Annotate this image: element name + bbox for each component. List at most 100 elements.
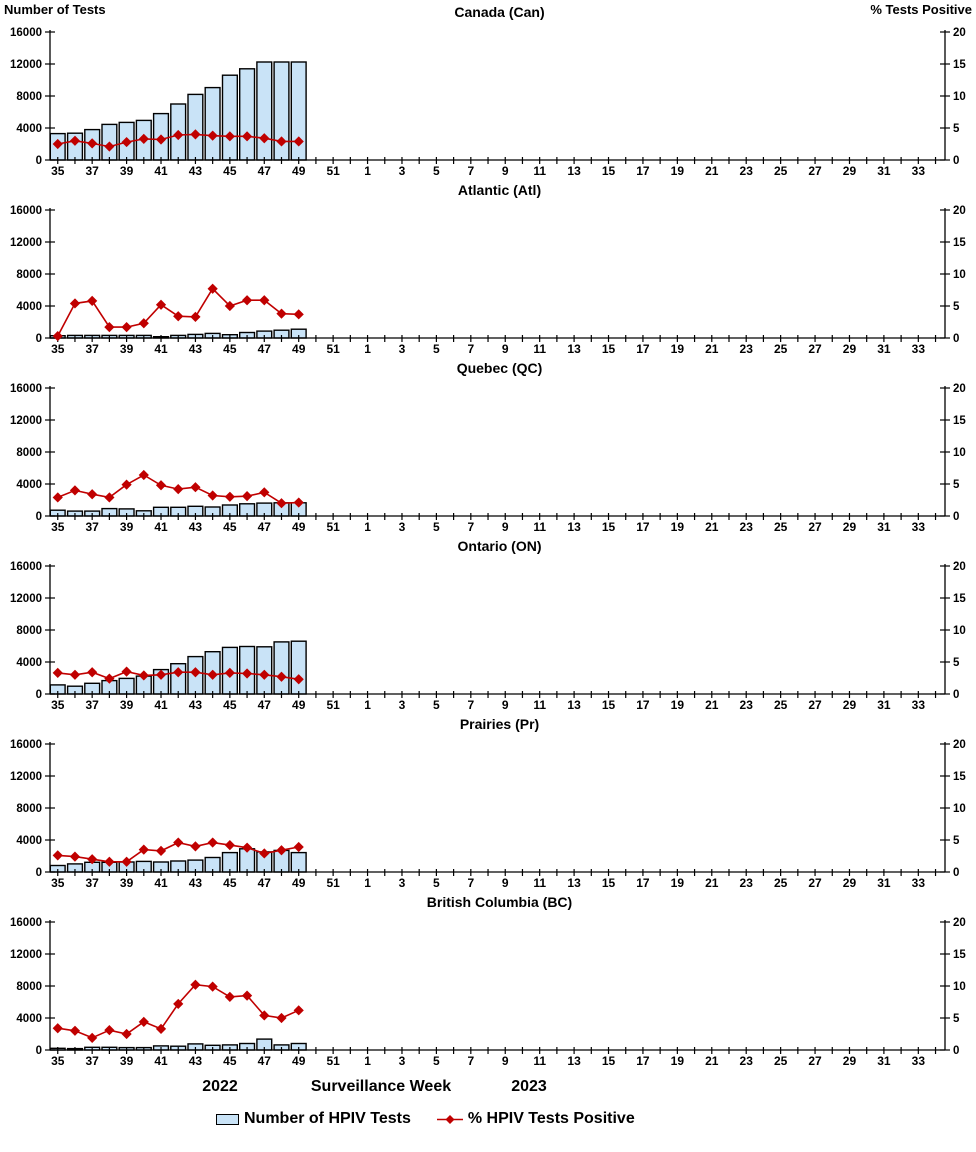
pct-marker-week-35 (52, 138, 63, 150)
week-label: 37 (85, 1054, 99, 1068)
week-label: 9 (502, 876, 509, 890)
left-tick-label: 8000 (16, 803, 42, 815)
week-label: 9 (502, 164, 509, 178)
pct-marker-week-37 (87, 854, 98, 865)
week-label: 25 (774, 164, 788, 178)
left-tick-label: 16000 (10, 561, 42, 573)
pct-marker-week-42 (173, 311, 184, 322)
pct-marker-week-39 (121, 322, 132, 333)
week-label: 37 (85, 164, 99, 178)
week-label: 47 (258, 1054, 272, 1068)
week-label: 49 (292, 520, 306, 534)
week-label: 7 (467, 520, 474, 534)
pct-marker-week-38 (104, 673, 115, 684)
week-label: 17 (636, 520, 650, 534)
bar-week-45 (221, 74, 239, 161)
right-tick-label: 5 (953, 657, 960, 669)
pct-marker-week-44 (207, 669, 218, 680)
chart-panel-quebec: 0 4000 8000 12000 16000 0 5 10 15 20 35 37 39 41 43 45 4… (0, 356, 976, 534)
pct-marker-week-36 (69, 1025, 81, 1036)
bar-week-48 (273, 641, 290, 695)
week-label: 19 (671, 698, 685, 712)
right-tick-label: 20 (953, 561, 966, 573)
week-label: 41 (154, 164, 168, 178)
week-label: 33 (912, 164, 926, 178)
panel-title: Ontario (ON) (458, 538, 542, 554)
pct-marker-week-45 (224, 131, 235, 142)
line-layer (52, 283, 304, 342)
week-label: 25 (774, 520, 788, 534)
pct-marker-week-49 (293, 1005, 304, 1016)
pct-marker-week-45 (224, 840, 235, 851)
right-tick-label: 10 (953, 981, 966, 993)
week-label: 3 (399, 698, 406, 712)
week-label: 37 (85, 698, 99, 712)
week-label: 27 (808, 876, 822, 890)
week-label: 39 (120, 1054, 134, 1068)
pct-marker-week-41 (155, 299, 167, 310)
right-tick-label: 0 (953, 333, 959, 345)
pct-marker-week-37 (87, 667, 98, 678)
left-tick-label: 16000 (10, 205, 42, 217)
week-label: 39 (120, 164, 134, 178)
pct-marker-week-49 (293, 841, 304, 853)
week-label: 25 (774, 1054, 788, 1068)
week-label: 51 (326, 876, 340, 890)
week-label: 45 (223, 342, 237, 356)
pct-marker-week-44 (207, 837, 218, 848)
week-label: 35 (51, 520, 65, 534)
week-label: 27 (808, 520, 822, 534)
pct-marker-week-35 (52, 492, 63, 503)
pct-marker-week-46 (241, 491, 253, 502)
week-label: 31 (877, 1054, 891, 1068)
panel-title: Canada (Can) (454, 4, 544, 20)
week-label: 45 (223, 164, 237, 178)
pct-marker-week-48 (276, 498, 287, 509)
week-label: 37 (85, 520, 99, 534)
week-label: 43 (189, 520, 203, 534)
pct-marker-week-35 (52, 1023, 63, 1034)
pct-marker-week-41 (155, 669, 167, 680)
x-axis-title: Surveillance Week (310, 1078, 452, 1095)
left-tick-label: 0 (36, 511, 42, 523)
week-label: 39 (120, 342, 134, 356)
right-tick-label: 5 (953, 1013, 960, 1025)
right-tick-label: 20 (953, 739, 966, 751)
pct-marker-week-37 (87, 1032, 98, 1043)
right-tick-label: 20 (953, 383, 966, 395)
week-label: 23 (740, 164, 754, 178)
left-tick-label: 12000 (10, 415, 42, 427)
week-label: 49 (292, 698, 306, 712)
week-label: 7 (467, 876, 474, 890)
week-label: 5 (433, 342, 440, 356)
week-label: 29 (843, 164, 857, 178)
right-tick-label: 0 (953, 1045, 959, 1057)
week-label: 31 (877, 698, 891, 712)
week-label: 15 (602, 876, 616, 890)
pct-marker-week-37 (87, 295, 98, 306)
week-label: 41 (154, 698, 168, 712)
week-label: 37 (85, 876, 99, 890)
left-tick-label: 0 (36, 867, 42, 879)
pct-marker-week-44 (207, 490, 218, 501)
chart-panel-prairies: 0 4000 8000 12000 16000 0 5 10 15 20 35 37 39 41 43 45 4… (0, 712, 976, 890)
left-tick-label: 12000 (10, 949, 42, 961)
pct-marker-week-47 (259, 295, 270, 306)
week-label: 23 (740, 342, 754, 356)
week-label: 1 (364, 342, 371, 356)
pct-marker-week-47 (259, 1010, 270, 1021)
week-label: 35 (51, 876, 65, 890)
pct-marker-week-38 (104, 322, 115, 333)
x-axis-caption-row: 2022 Surveillance Week 2023 (0, 1078, 976, 1098)
week-label: 13 (567, 698, 581, 712)
week-label: 11 (533, 342, 546, 356)
week-label: 13 (567, 876, 581, 890)
week-label: 1 (364, 698, 371, 712)
week-label: 45 (223, 876, 237, 890)
left-tick-label: 16000 (10, 383, 42, 395)
right-tick-label: 10 (953, 447, 966, 459)
